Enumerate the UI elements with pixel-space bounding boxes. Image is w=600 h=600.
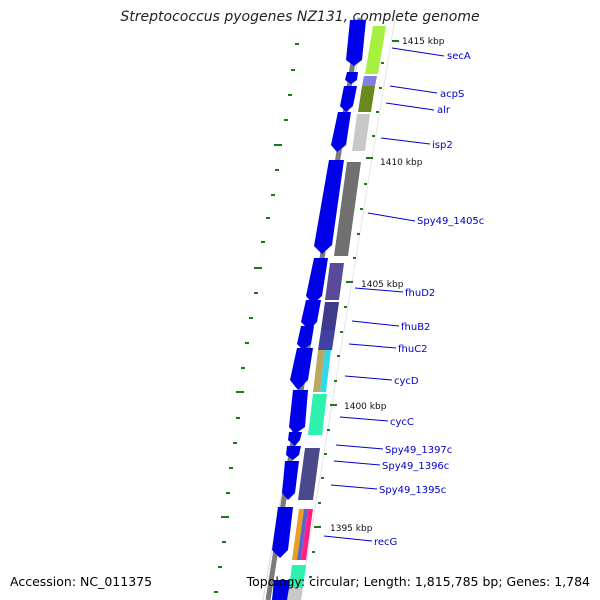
- gene-label-fhud2: fhuD2: [405, 288, 435, 299]
- gene-label-spy49-1405c: Spy49_1405c: [417, 216, 484, 227]
- tick-label: 1405 kbp: [361, 280, 404, 290]
- minor-ticks: [309, 62, 384, 578]
- cds-block: [286, 446, 301, 460]
- cds-block: [282, 461, 299, 500]
- kbp-tick-labels: 1415 kbp 1410 kbp 1405 kbp 1400 kbp 1395…: [330, 37, 445, 534]
- gene-block-alr: [358, 86, 375, 112]
- tick-label: 1400 kbp: [344, 402, 387, 412]
- gene-labels: secA acpS alr isp2 Spy49_1405c fhuD2 fhu…: [374, 51, 484, 548]
- cds-block: [297, 326, 314, 350]
- gene-block-bottom-2: [287, 588, 303, 600]
- gene-block-cycd-a: [313, 350, 325, 392]
- gene-label-isp2: isp2: [432, 140, 453, 151]
- gene-label-spy49-1395c: Spy49_1395c: [379, 485, 446, 496]
- gene-block-fhuc2: [318, 330, 335, 350]
- cds-block: [301, 300, 321, 330]
- cds-block: [288, 432, 302, 446]
- gene-block-spy49-1405c: [334, 162, 361, 256]
- map-title: Streptococcus pyogenes NZ131, complete g…: [120, 9, 480, 25]
- gene-label-fhub2: fhuB2: [401, 322, 430, 333]
- gene-block-seca: [365, 26, 386, 74]
- tick-label: 1415 kbp: [402, 37, 445, 47]
- gene-label-cycc: cycC: [390, 417, 414, 428]
- gene-label-cycd: cycD: [394, 376, 419, 387]
- cds-block: [272, 507, 293, 558]
- ring-edge-right: [299, 17, 396, 600]
- cds-forward-track: [272, 20, 366, 600]
- gene-block-acps: [362, 76, 377, 86]
- cds-block: [345, 72, 358, 84]
- gene-label-recg: recG: [374, 537, 397, 548]
- gene-block-cycc: [308, 394, 327, 435]
- gene-block-recg: [301, 509, 313, 560]
- gene-label-acps: acpS: [440, 89, 464, 100]
- kbp-ticks: [314, 40, 399, 528]
- gene-label-spy49-1397c: Spy49_1397c: [385, 445, 452, 456]
- gene-label-fhuc2: fhuC2: [398, 344, 428, 355]
- gene-block-cycd: [320, 350, 331, 392]
- gene-block-spy49-1396c: [298, 448, 320, 500]
- cds-block: [290, 348, 313, 390]
- gene-label-spy49-1396c: Spy49_1396c: [382, 461, 449, 472]
- label-leaders: [323, 47, 445, 542]
- cds-block: [306, 258, 328, 304]
- accession-text: Accession: NC_011375: [10, 574, 153, 589]
- tick-label: 1410 kbp: [380, 158, 423, 168]
- gene-block-bottom: [289, 565, 306, 588]
- cds-block: [346, 20, 366, 66]
- gene-color-track: [287, 26, 386, 600]
- gene-block-recg-a: [292, 509, 304, 560]
- cds-block: [289, 390, 308, 434]
- gene-block-fhub2: [321, 302, 339, 330]
- gc-track: [214, 43, 299, 593]
- gene-label-alr: alr: [437, 105, 451, 116]
- cds-block: [331, 112, 351, 152]
- cds-block: [272, 580, 290, 600]
- tick-label: 1395 kbp: [330, 524, 373, 534]
- gene-block-fhud2: [325, 263, 344, 300]
- gene-label-seca: secA: [447, 51, 471, 62]
- cds-block: [314, 160, 344, 254]
- gene-block-recg-b: [297, 509, 308, 560]
- cds-block: [340, 86, 357, 112]
- topology-text: Topology: circular; Length: 1,815,785 bp…: [246, 574, 590, 589]
- gene-block-isp2: [352, 114, 370, 151]
